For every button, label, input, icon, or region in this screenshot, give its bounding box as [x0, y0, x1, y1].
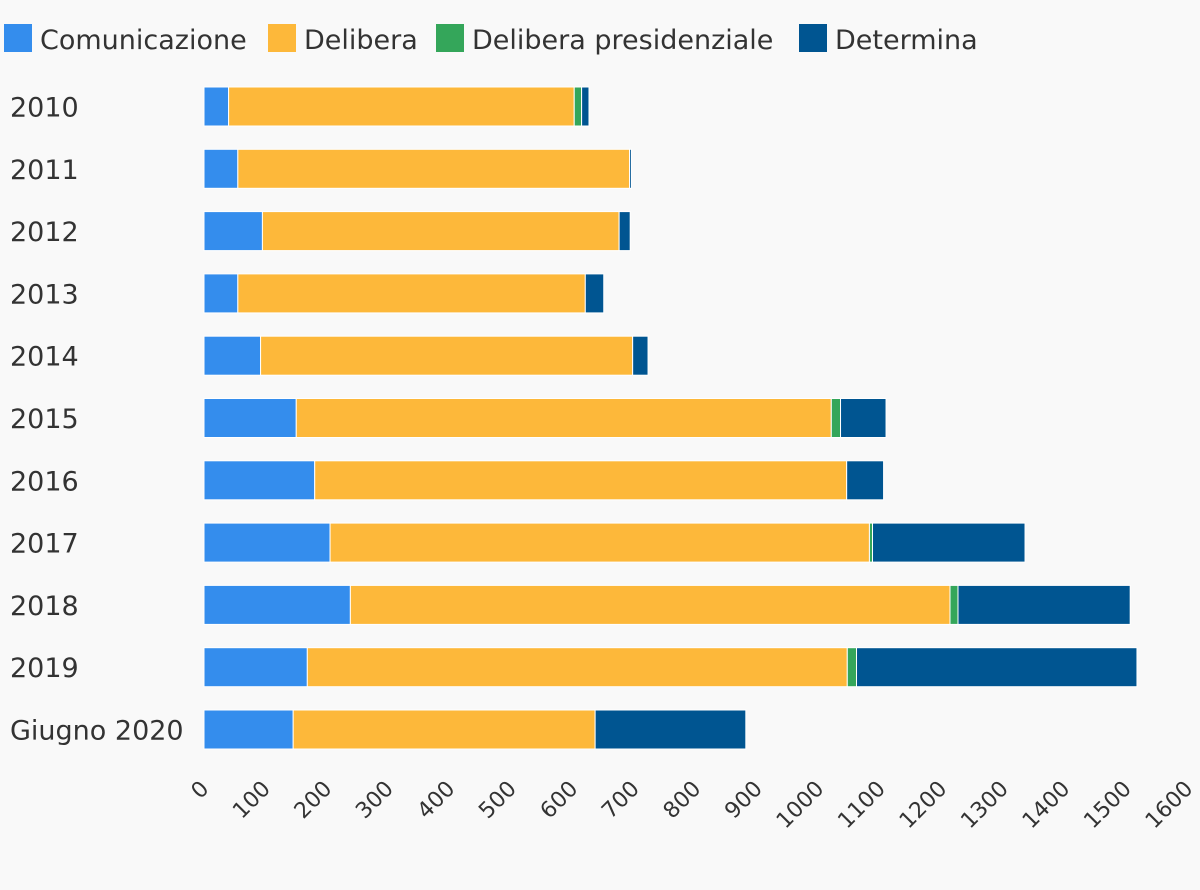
- legend-label-delibera-presidenziale: Delibera presidenziale: [472, 25, 774, 56]
- y-tick-label-2015: 2015: [10, 404, 79, 435]
- bar-determina-2017[interactable]: [872, 522, 1026, 563]
- bar-delibera-2015[interactable]: [295, 398, 832, 438]
- bar-comunicazione-2016[interactable]: [203, 460, 316, 501]
- x-tick-label-1400: 1400: [1018, 777, 1075, 834]
- bar-comunicazione-2017[interactable]: [203, 522, 331, 563]
- bar-comunicazione-giugno-2020[interactable]: [203, 709, 294, 750]
- bar-delibera-2013[interactable]: [237, 273, 586, 314]
- bar-delibera-presidenziale-2018[interactable]: [949, 584, 959, 625]
- bar-delibera-2016[interactable]: [314, 460, 848, 501]
- y-tick-label-giugno-2020: Giugno 2020: [10, 716, 184, 747]
- legend-label-determina: Determina: [835, 25, 978, 56]
- x-tick-label-900: 900: [720, 777, 767, 824]
- x-tick-label-100: 100: [228, 777, 275, 824]
- bar-comunicazione-2015[interactable]: [203, 398, 297, 438]
- bar-determina-2018[interactable]: [957, 584, 1131, 625]
- legend-label-delibera: Delibera: [304, 25, 418, 56]
- bar-determina-2016[interactable]: [846, 460, 885, 501]
- x-tick-label-0: 0: [187, 777, 215, 805]
- bar-delibera-giugno-2020[interactable]: [292, 709, 596, 750]
- y-tick-label-2011: 2011: [10, 155, 79, 186]
- bar-comunicazione-2018[interactable]: [203, 584, 351, 625]
- bar-delibera-presidenziale-2019[interactable]: [846, 647, 858, 688]
- legend-swatch-determina: [799, 24, 827, 52]
- y-tick-label-2012: 2012: [10, 217, 79, 248]
- y-tick-label-2016: 2016: [10, 466, 79, 497]
- bar-determina-2014[interactable]: [632, 335, 649, 376]
- bar-comunicazione-2010[interactable]: [203, 86, 230, 127]
- x-tick-label-600: 600: [536, 777, 583, 824]
- bar-determina-2011[interactable]: [629, 148, 632, 189]
- bar-delibera-2010[interactable]: [228, 86, 575, 127]
- bar-comunicazione-2013[interactable]: [203, 273, 239, 314]
- bar-delibera-2019[interactable]: [306, 647, 848, 688]
- x-tick-label-1100: 1100: [833, 777, 890, 834]
- y-tick-label-2018: 2018: [10, 591, 79, 622]
- bar-delibera-presidenziale-2010[interactable]: [573, 86, 583, 127]
- legend-swatch-delibera: [268, 24, 296, 52]
- bar-delibera-2011[interactable]: [237, 148, 631, 189]
- bar-determina-2013[interactable]: [584, 273, 605, 314]
- legend-swatch-delibera-presidenziale: [436, 24, 464, 52]
- bar-delibera-2018[interactable]: [349, 584, 951, 625]
- bar-comunicazione-2014[interactable]: [203, 335, 262, 376]
- bar-determina-2010[interactable]: [581, 86, 590, 127]
- y-tick-label-2014: 2014: [10, 342, 79, 373]
- bar-delibera-2014[interactable]: [260, 335, 634, 376]
- bar-determina-giugno-2020[interactable]: [594, 709, 747, 750]
- x-tick-label-700: 700: [597, 777, 644, 824]
- bar-comunicazione-2011[interactable]: [203, 148, 239, 189]
- y-tick-label-2010: 2010: [10, 93, 79, 124]
- y-tick-label-2013: 2013: [10, 279, 79, 310]
- bar-delibera-presidenziale-2015[interactable]: [830, 398, 842, 438]
- legend-swatch-comunicazione: [4, 24, 32, 52]
- x-tick-label-300: 300: [351, 777, 398, 824]
- bar-delibera-2017[interactable]: [329, 522, 870, 563]
- x-tick-label-1200: 1200: [895, 777, 952, 834]
- y-tick-label-2017: 2017: [10, 529, 79, 560]
- x-tick-label-200: 200: [290, 777, 337, 824]
- bar-delibera-2012[interactable]: [261, 211, 620, 252]
- x-tick-label-1000: 1000: [772, 777, 829, 834]
- bar-determina-2015[interactable]: [840, 398, 887, 438]
- x-tick-label-1600: 1600: [1141, 777, 1198, 834]
- legend-label-comunicazione: Comunicazione: [40, 25, 247, 56]
- y-tick-label-2019: 2019: [10, 653, 79, 684]
- x-tick-label-1500: 1500: [1079, 777, 1136, 834]
- x-tick-label-500: 500: [474, 777, 521, 824]
- bar-comunicazione-2012[interactable]: [203, 211, 263, 252]
- x-tick-label-400: 400: [413, 777, 460, 824]
- bar-comunicazione-2019[interactable]: [203, 647, 308, 688]
- bar-determina-2012[interactable]: [618, 211, 631, 252]
- x-tick-label-1300: 1300: [956, 777, 1013, 834]
- bar-determina-2019[interactable]: [856, 647, 1138, 688]
- x-tick-label-800: 800: [659, 777, 706, 824]
